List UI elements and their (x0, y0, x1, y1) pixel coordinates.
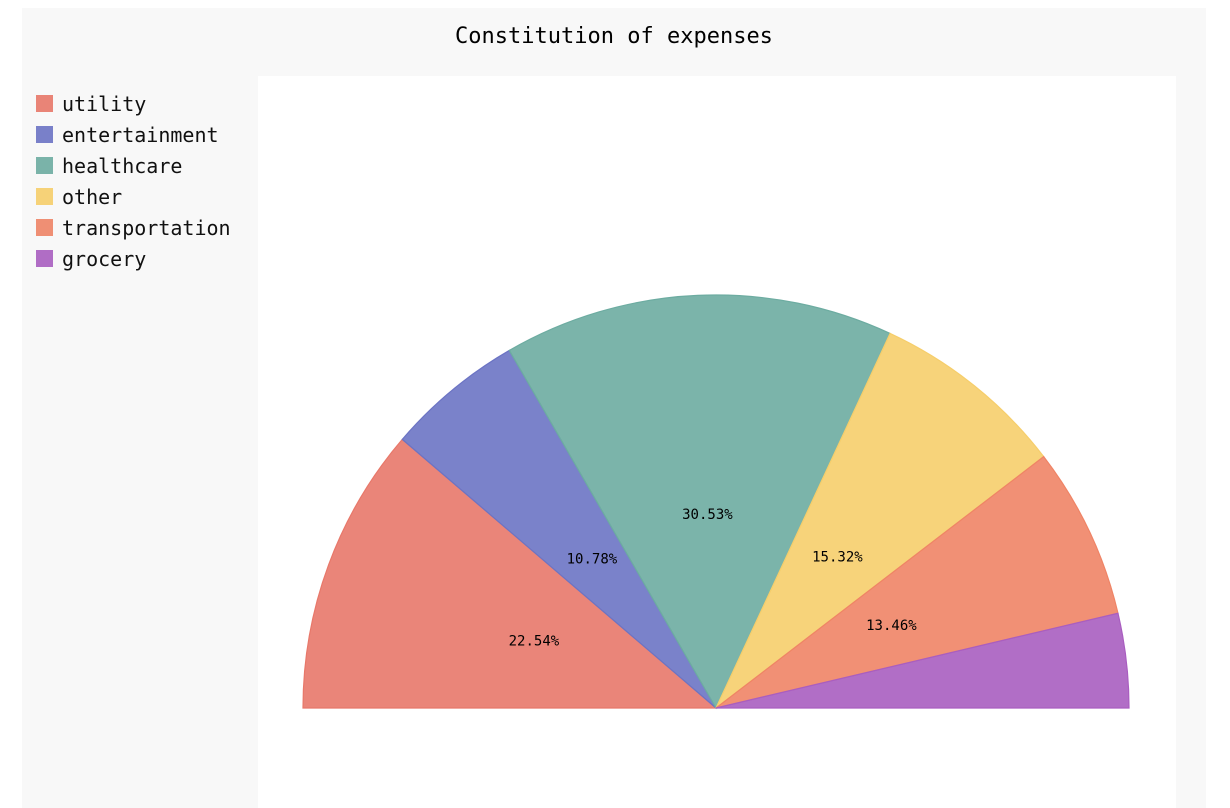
legend-item-transportation[interactable]: transportation (36, 212, 231, 243)
legend-label-healthcare: healthcare (62, 153, 183, 178)
legend-swatch-transportation (36, 219, 53, 236)
slices-group (302, 294, 1130, 710)
slice-label-healthcare: 30.53% (682, 507, 733, 523)
pie-slice-entertainment[interactable] (401, 349, 717, 709)
legend-label-entertainment: entertainment (62, 122, 219, 147)
pie-slice-healthcare[interactable] (508, 294, 891, 710)
legend-swatch-utility (36, 95, 53, 112)
slice-label-other: 15.32% (812, 550, 863, 566)
pie-slice-grocery[interactable] (715, 612, 1130, 709)
chart-card: Constitution of expenses utility enterta… (22, 8, 1206, 808)
legend-swatch-entertainment (36, 126, 53, 143)
legend-item-other[interactable]: other (36, 181, 231, 212)
legend-swatch-grocery (36, 250, 53, 267)
pie-slice-transportation[interactable] (715, 455, 1119, 709)
legend-swatch-healthcare (36, 157, 53, 174)
half-pie-chart: 22.54% 10.78% 30.53% 15.32% 13.46% (302, 294, 1130, 710)
pie-slice-other[interactable] (715, 332, 1045, 709)
legend-item-grocery[interactable]: grocery (36, 243, 231, 274)
legend-label-utility: utility (62, 91, 147, 116)
legend: utility entertainment healthcare other t… (36, 88, 231, 274)
legend-item-healthcare[interactable]: healthcare (36, 150, 231, 181)
slice-label-utility: 22.54% (509, 634, 560, 650)
slice-label-entertainment: 10.78% (567, 552, 618, 568)
legend-label-other: other (62, 184, 123, 209)
legend-item-entertainment[interactable]: entertainment (36, 119, 231, 150)
legend-label-transportation: transportation (62, 215, 231, 240)
pie-slice-utility[interactable] (302, 438, 718, 709)
slice-label-transportation: 13.46% (866, 618, 917, 634)
slice-labels-group: 22.54% 10.78% 30.53% 15.32% 13.46% (509, 507, 918, 650)
legend-item-utility[interactable]: utility (36, 88, 231, 119)
legend-label-grocery: grocery (62, 246, 147, 271)
legend-swatch-other (36, 188, 53, 205)
chart-title: Constitution of expenses (455, 24, 773, 49)
